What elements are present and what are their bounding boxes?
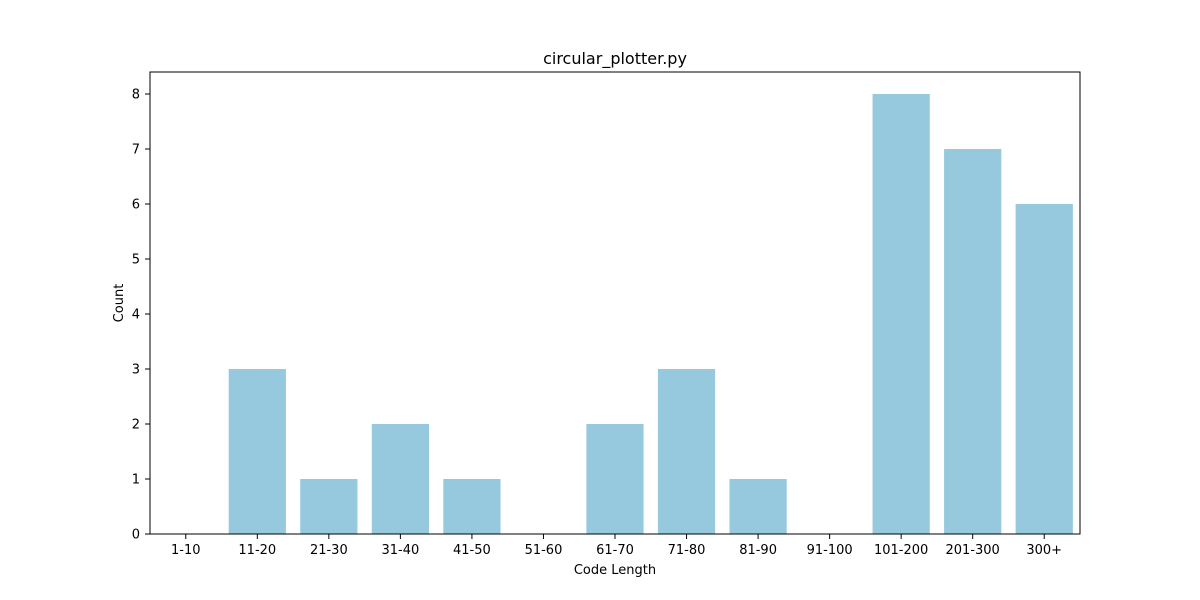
bar-81-90 xyxy=(729,479,787,534)
x-tick-label: 71-80 xyxy=(668,543,706,558)
x-axis-label: Code Length xyxy=(574,563,656,578)
x-tick-label: 81-90 xyxy=(739,543,777,558)
x-tick-label: 91-100 xyxy=(807,543,853,558)
y-tick-label: 4 xyxy=(132,308,140,323)
y-tick-label: 0 xyxy=(132,528,140,543)
x-tick-label: 11-20 xyxy=(238,543,276,558)
bar-71-80 xyxy=(657,369,716,534)
bar-201-300 xyxy=(944,149,1002,534)
bars-group xyxy=(228,94,1073,534)
bar-11-20 xyxy=(228,369,286,534)
x-tick-label: 21-30 xyxy=(310,543,348,558)
bar-61-70 xyxy=(586,424,644,534)
bar-31-40 xyxy=(371,424,429,534)
x-tick-label: 1-10 xyxy=(171,543,201,558)
y-tick-label: 3 xyxy=(132,363,140,378)
chart-title: circular_plotter.py xyxy=(543,49,687,69)
x-tick-label: 51-60 xyxy=(525,543,563,558)
bar-300+ xyxy=(1015,204,1073,534)
y-axis-label: Count xyxy=(112,284,127,323)
x-tick-label: 201-300 xyxy=(946,543,1000,558)
y-axis: 0 1 2 3 4 5 6 7 8 xyxy=(132,88,150,543)
y-tick-label: 8 xyxy=(132,88,140,103)
y-tick-label: 5 xyxy=(132,253,140,268)
x-tick-label: 300+ xyxy=(1026,543,1062,558)
x-tick-label: 31-40 xyxy=(381,543,419,558)
x-tick-label: 41-50 xyxy=(453,543,491,558)
y-tick-label: 7 xyxy=(132,143,140,158)
x-tick-label: 101-200 xyxy=(874,543,928,558)
y-tick-label: 6 xyxy=(132,198,140,213)
x-tick-label: 61-70 xyxy=(596,543,634,558)
y-tick-label: 1 xyxy=(132,473,140,488)
x-axis: 1-10 11-20 21-30 31-40 41-50 51-60 61-70 71-80 8… xyxy=(171,534,1062,558)
y-tick-label: 2 xyxy=(132,418,140,433)
bar-101-200 xyxy=(872,94,930,534)
bar-21-30 xyxy=(300,479,358,534)
bar-41-50 xyxy=(443,479,501,534)
